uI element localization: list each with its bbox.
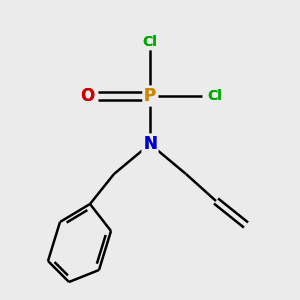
Text: O: O xyxy=(80,87,94,105)
Text: O: O xyxy=(80,87,94,105)
Text: P: P xyxy=(144,87,156,105)
Text: N: N xyxy=(143,135,157,153)
Text: Cl: Cl xyxy=(142,35,158,49)
Text: P: P xyxy=(144,87,156,105)
Text: O: O xyxy=(80,87,94,105)
Text: Cl: Cl xyxy=(207,89,222,103)
Text: Cl: Cl xyxy=(207,89,222,103)
Text: Cl: Cl xyxy=(207,89,222,103)
Text: N: N xyxy=(143,135,157,153)
Text: Cl: Cl xyxy=(142,35,158,49)
Text: N: N xyxy=(143,135,157,153)
Text: Cl: Cl xyxy=(142,35,158,49)
Text: P: P xyxy=(144,87,156,105)
